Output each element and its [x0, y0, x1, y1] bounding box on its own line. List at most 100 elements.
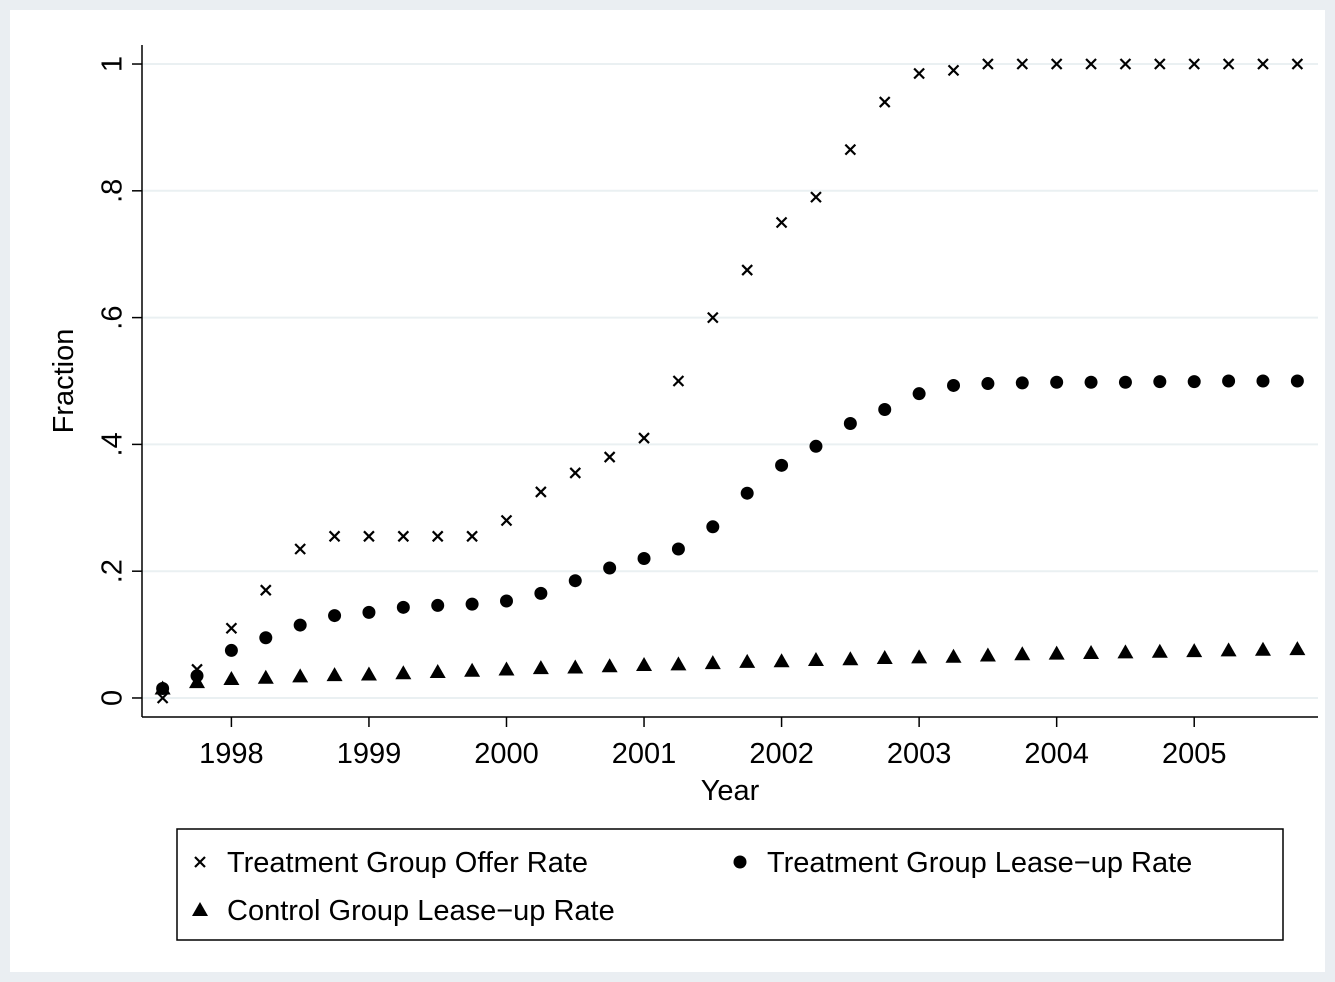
marker-triangle: [773, 653, 790, 668]
marker-triangle: [739, 653, 756, 668]
marker-triangle: [1289, 641, 1306, 656]
y-tick-label: .8: [97, 179, 129, 203]
x-tick-label: 2002: [749, 738, 814, 770]
marker-circle: [259, 631, 273, 645]
marker-x: [1119, 58, 1132, 70]
marker-circle: [733, 855, 747, 869]
x-axis-title: Year: [701, 775, 760, 807]
marker-triangle: [257, 669, 274, 684]
x-tick-label: 1999: [337, 738, 402, 770]
y-tick-label: .2: [97, 559, 129, 583]
marker-triangle: [670, 656, 687, 671]
marker-triangle: [1186, 643, 1203, 658]
marker-triangle: [326, 667, 343, 682]
marker-circle: [362, 605, 376, 619]
marker-triangle: [1151, 643, 1168, 658]
marker-x: [810, 191, 822, 203]
marker-x: [1085, 58, 1097, 70]
marker-circle: [465, 597, 479, 611]
marker-circle: [568, 574, 582, 588]
marker-triangle: [192, 902, 208, 916]
marker-circle: [1050, 375, 1064, 389]
marker-triangle: [154, 680, 171, 695]
marker-x: [1016, 58, 1029, 70]
marker-circle: [224, 643, 238, 657]
marker-triangle: [807, 651, 824, 666]
marker-x: [982, 58, 994, 70]
marker-circle: [1118, 375, 1132, 389]
marker-x: [775, 216, 788, 229]
legend-label: Treatment Group Lease−up Rate: [767, 847, 1192, 879]
marker-triangle: [360, 666, 377, 681]
marker-x: [466, 530, 478, 543]
marker-x: [156, 692, 169, 704]
y-tick-label: .6: [97, 306, 129, 330]
marker-triangle: [464, 662, 481, 677]
marker-circle: [1290, 374, 1304, 388]
marker-triangle: [704, 655, 721, 670]
marker-x: [363, 530, 375, 543]
marker-circle: [809, 439, 823, 453]
marker-x: [603, 451, 616, 463]
marker-circle: [1015, 376, 1029, 390]
marker-circle: [603, 561, 617, 575]
marker-x: [672, 375, 685, 387]
legend-label: Treatment Group Offer Rate: [227, 847, 588, 879]
marker-circle: [1256, 374, 1270, 388]
marker-triangle: [1220, 642, 1237, 657]
marker-x: [1291, 58, 1304, 70]
marker-circle: [843, 416, 857, 430]
marker-triangle: [1117, 644, 1134, 659]
marker-triangle: [945, 648, 962, 663]
marker-x: [947, 64, 960, 77]
marker-circle: [912, 387, 926, 401]
marker-x: [294, 543, 306, 555]
marker-triangle: [567, 659, 584, 674]
marker-circle: [671, 542, 685, 556]
marker-x: [535, 486, 547, 498]
x-tick-label: 2000: [474, 738, 539, 770]
marker-triangle: [1048, 645, 1065, 660]
y-axis-title: Fraction: [48, 329, 80, 434]
marker-circle: [396, 600, 410, 614]
marker-circle: [637, 552, 651, 566]
marker-x: [844, 143, 857, 156]
marker-triangle: [876, 650, 893, 665]
y-tick-label: 0: [97, 690, 129, 706]
legend-label: Control Group Lease−up Rate: [227, 895, 615, 927]
marker-circle: [706, 520, 720, 534]
marker-x: [878, 96, 891, 108]
marker-x: [1188, 58, 1200, 70]
marker-x: [1257, 58, 1269, 70]
x-tick-label: 2001: [612, 738, 677, 770]
marker-circle: [740, 486, 754, 500]
marker-triangle: [979, 647, 996, 662]
marker-circle: [775, 458, 789, 472]
x-tick-label: 2003: [887, 738, 952, 770]
marker-triangle: [601, 658, 618, 673]
marker-circle: [878, 403, 892, 417]
y-tick-label: 1: [97, 56, 129, 72]
marker-circle: [981, 377, 995, 391]
chart-background: [10, 10, 1325, 972]
marker-circle: [947, 378, 961, 392]
marker-triangle: [842, 651, 859, 666]
marker-triangle: [395, 665, 412, 680]
marker-circle: [431, 598, 445, 612]
marker-x: [707, 311, 719, 324]
marker-circle: [499, 594, 513, 608]
marker-circle: [534, 586, 548, 600]
marker-x: [1222, 58, 1235, 70]
marker-circle: [1084, 375, 1098, 389]
marker-triangle: [429, 663, 446, 678]
marker-x: [569, 467, 582, 479]
marker-triangle: [636, 657, 653, 672]
marker-x: [1154, 58, 1166, 70]
marker-triangle: [1014, 646, 1031, 661]
x-tick-label: 1998: [199, 738, 264, 770]
marker-x: [225, 622, 238, 635]
marker-x: [194, 856, 206, 868]
marker-x: [913, 67, 925, 80]
marker-x: [260, 584, 272, 596]
